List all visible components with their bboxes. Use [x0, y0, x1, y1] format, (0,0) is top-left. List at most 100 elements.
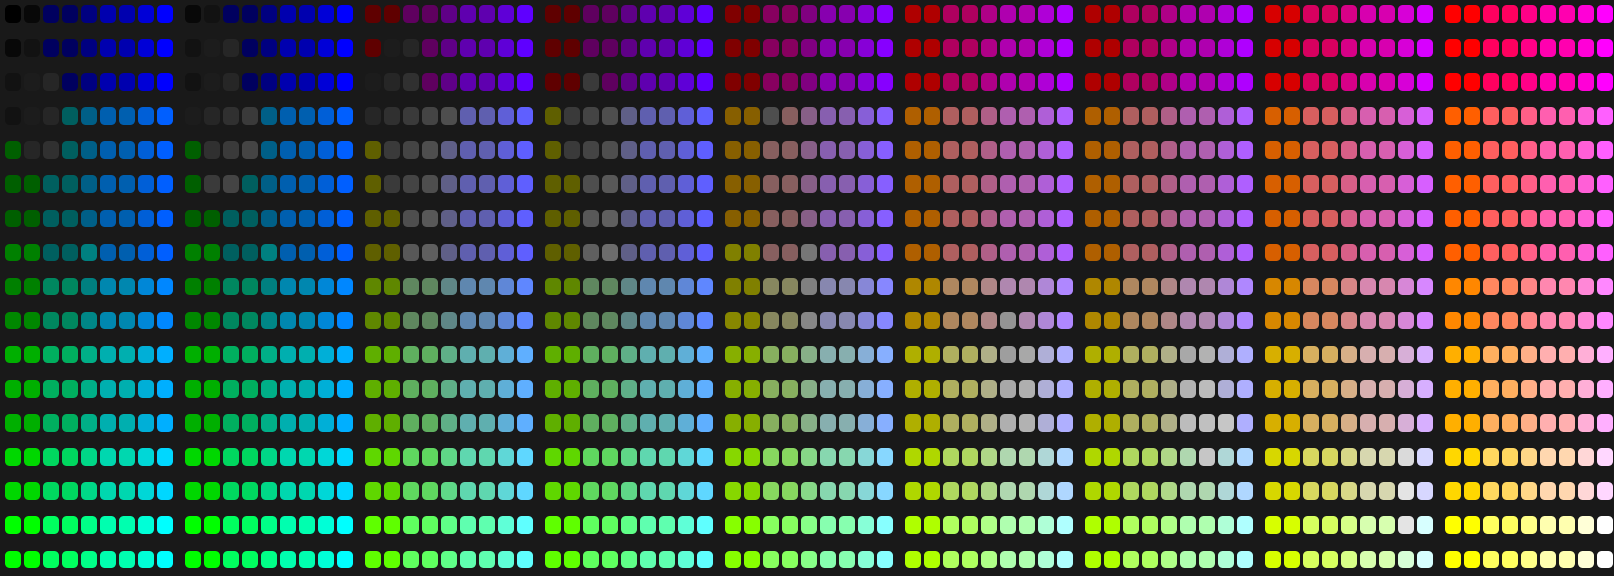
color-swatch	[696, 516, 714, 534]
color-swatch	[1265, 516, 1282, 534]
color-swatch	[857, 482, 875, 500]
color-swatch	[1018, 209, 1036, 228]
color-swatch	[1142, 380, 1159, 398]
color-swatch	[383, 39, 401, 57]
color-swatch	[298, 209, 315, 228]
color-swatch	[203, 5, 221, 23]
color-swatch	[582, 482, 600, 500]
color-swatch	[724, 345, 742, 364]
color-swatch	[203, 380, 221, 398]
color-swatch	[279, 73, 296, 91]
color-swatch	[1464, 380, 1481, 398]
color-swatch	[1379, 175, 1396, 193]
color-swatch	[317, 209, 334, 228]
color-swatch	[819, 448, 837, 466]
color-swatch	[724, 414, 742, 432]
color-swatch	[421, 39, 439, 57]
color-swatch	[582, 5, 600, 23]
color-swatch	[1398, 311, 1415, 330]
color-block-6	[905, 5, 1074, 568]
color-swatch	[80, 107, 97, 125]
color-swatch	[724, 277, 742, 296]
color-swatch	[980, 209, 998, 228]
color-swatch	[1398, 243, 1415, 262]
color-swatch	[1322, 277, 1339, 296]
color-swatch	[42, 311, 59, 330]
color-swatch	[118, 175, 135, 193]
color-swatch	[61, 448, 78, 466]
color-swatch	[478, 175, 496, 193]
color-swatch	[1398, 380, 1415, 398]
color-swatch	[1540, 277, 1557, 296]
color-swatch	[516, 311, 533, 330]
color-swatch	[999, 73, 1017, 91]
color-swatch	[999, 5, 1017, 23]
color-swatch	[203, 414, 221, 432]
color-swatch	[1236, 482, 1254, 500]
color-swatch	[516, 482, 533, 500]
color-swatch	[478, 209, 496, 228]
color-swatch	[260, 311, 277, 330]
color-swatch	[1559, 141, 1576, 159]
color-swatch	[601, 175, 619, 193]
color-swatch	[544, 141, 562, 159]
color-swatch	[203, 448, 221, 466]
color-swatch	[203, 141, 221, 159]
color-swatch	[1502, 516, 1519, 534]
color-swatch	[1521, 73, 1538, 91]
color-swatch	[459, 380, 477, 398]
color-swatch	[1179, 107, 1197, 125]
color-swatch	[743, 107, 761, 125]
color-swatch	[923, 448, 941, 466]
color-swatch	[1198, 5, 1216, 23]
color-swatch	[1379, 414, 1396, 432]
color-swatch	[582, 414, 600, 432]
color-swatch	[1018, 277, 1036, 296]
color-swatch	[1597, 39, 1614, 57]
color-swatch	[1104, 345, 1121, 364]
color-swatch	[743, 482, 761, 500]
color-swatch	[222, 550, 240, 568]
color-swatch	[838, 550, 856, 568]
color-swatch	[677, 5, 695, 23]
color-swatch	[156, 141, 173, 159]
color-swatch	[800, 5, 818, 23]
color-swatch	[1398, 175, 1415, 193]
color-swatch	[544, 482, 562, 500]
color-swatch	[1265, 73, 1282, 91]
color-swatch	[497, 209, 514, 228]
color-swatch	[942, 243, 960, 262]
color-swatch	[1483, 345, 1500, 364]
color-swatch	[1559, 175, 1576, 193]
color-swatch	[1464, 175, 1481, 193]
color-swatch	[222, 5, 240, 23]
color-swatch	[1379, 311, 1396, 330]
color-swatch	[800, 73, 818, 91]
color-swatch	[1379, 550, 1396, 568]
color-swatch	[658, 5, 676, 23]
color-swatch	[1322, 175, 1339, 193]
color-swatch	[1265, 414, 1282, 432]
color-swatch	[222, 141, 240, 159]
color-swatch	[440, 209, 458, 228]
color-swatch	[459, 482, 477, 500]
color-swatch	[156, 482, 173, 500]
color-swatch	[4, 5, 21, 23]
color-swatch	[1085, 345, 1102, 364]
color-swatch	[1379, 209, 1396, 228]
color-swatch	[857, 5, 875, 23]
color-swatch	[1379, 482, 1396, 500]
color-swatch	[80, 414, 97, 432]
color-swatch	[1341, 107, 1358, 125]
color-swatch	[1578, 107, 1595, 125]
color-swatch	[1379, 107, 1396, 125]
color-swatch	[222, 243, 240, 262]
color-swatch	[364, 141, 382, 159]
color-swatch	[1056, 277, 1074, 296]
color-swatch	[137, 414, 154, 432]
color-swatch	[1540, 311, 1557, 330]
color-swatch	[961, 516, 979, 534]
color-swatch	[942, 414, 960, 432]
color-swatch	[497, 141, 514, 159]
color-swatch	[137, 243, 154, 262]
